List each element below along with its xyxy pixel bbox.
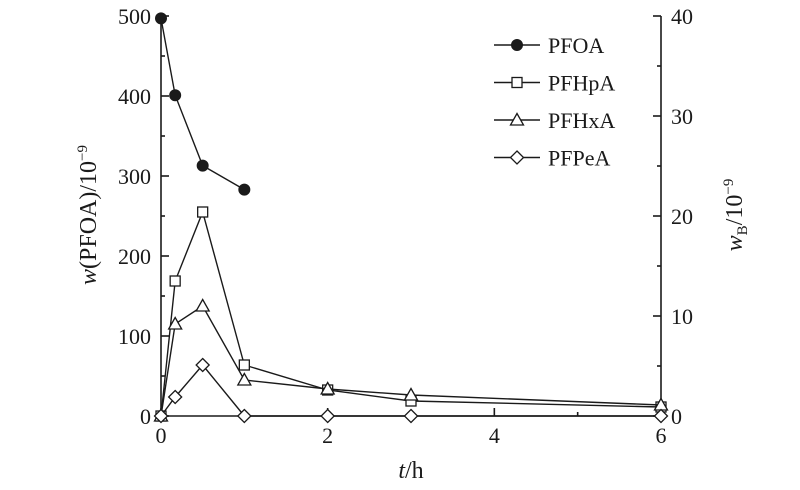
y-left-tick-label: 0 xyxy=(140,404,151,429)
data-point xyxy=(653,408,669,424)
data-point xyxy=(153,408,169,424)
y-left-tick-label: 400 xyxy=(118,84,151,109)
series-pfhxa xyxy=(153,298,669,422)
legend-marker xyxy=(509,112,525,126)
series-pfoa xyxy=(155,12,251,196)
data-point xyxy=(320,408,336,424)
y-right-tick-label: 30 xyxy=(671,104,693,129)
data-point xyxy=(236,408,252,424)
x-tick-label: 0 xyxy=(156,423,167,448)
data-point xyxy=(195,298,211,312)
y-left-tick-label: 500 xyxy=(118,4,151,29)
y-axis-left-title-var: w xyxy=(76,269,102,285)
legend-item: PFHxA xyxy=(494,108,615,133)
x-tick-label: 6 xyxy=(656,423,667,448)
y-left-tick-label: 100 xyxy=(118,324,151,349)
x-axis-title: t/h xyxy=(398,458,423,484)
y-axis-left-title-exp: −9 xyxy=(75,145,91,161)
x-axis-title-unit: /h xyxy=(405,458,424,484)
y-axis-right-title-rest: /10 xyxy=(722,195,748,226)
legend-item: PFOA xyxy=(494,33,604,58)
y-axis-right-title-exp: −9 xyxy=(721,179,737,195)
y-axis-left-title: w(PFOA)/10−9 xyxy=(75,145,102,285)
y-left-tick-label: 200 xyxy=(118,244,151,269)
plot-area xyxy=(153,12,669,424)
legend-label: PFPeA xyxy=(548,146,610,171)
y-right-tick-label: 10 xyxy=(671,304,693,329)
y-axis-left-title-rest: (PFOA)/10 xyxy=(76,161,102,269)
x-tick-label: 2 xyxy=(322,423,333,448)
legend-label: PFHpA xyxy=(548,71,615,96)
data-point xyxy=(197,206,209,218)
x-tick-label: 4 xyxy=(489,423,500,448)
legend-marker xyxy=(511,76,523,89)
data-point xyxy=(167,389,183,405)
data-point xyxy=(403,387,419,401)
legend-marker xyxy=(509,150,525,165)
data-point xyxy=(236,372,252,386)
y-right-tick-label: 0 xyxy=(671,404,682,429)
legend-marker xyxy=(511,39,523,51)
data-point xyxy=(238,359,250,371)
y-left-tick-label: 300 xyxy=(118,164,151,189)
data-point xyxy=(169,275,181,287)
legend-label: PFOA xyxy=(548,33,604,58)
legend: PFOA PFHpA PFHxA PFPeA xyxy=(494,33,615,171)
y-right-tick-label: 20 xyxy=(671,204,693,229)
legend-label: PFHxA xyxy=(548,108,615,133)
y-axis-right-title: wB/10−9 xyxy=(721,179,751,252)
data-point xyxy=(196,159,209,172)
series-line xyxy=(160,18,245,191)
y-axis-right-title-var: w xyxy=(722,235,748,251)
data-point xyxy=(403,408,419,424)
data-point xyxy=(155,12,167,25)
legend-item: PFHpA xyxy=(494,71,615,96)
data-point xyxy=(195,357,211,373)
y-right-tick-label: 40 xyxy=(671,4,693,29)
data-point xyxy=(167,316,183,330)
series-pfpea xyxy=(153,357,669,424)
legend-item: PFPeA xyxy=(494,146,610,171)
y-axis-right-title-sub: B xyxy=(735,225,751,235)
series-line xyxy=(160,209,662,417)
data-point xyxy=(238,183,251,196)
data-point xyxy=(320,381,336,395)
x-axis-title-var: t xyxy=(398,458,406,484)
data-point xyxy=(169,89,182,102)
